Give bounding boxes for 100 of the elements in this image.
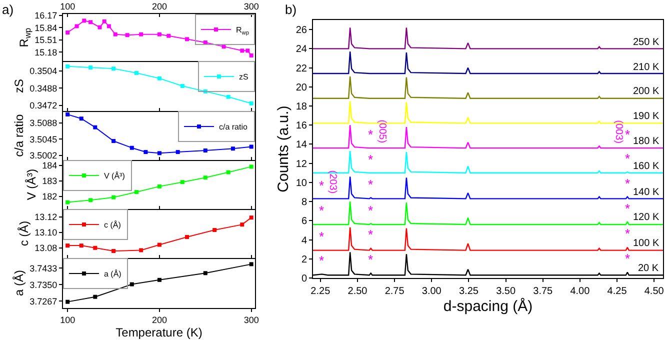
legend-label: zS	[239, 72, 248, 82]
y-axis-title: c/a ratio	[12, 114, 26, 157]
point	[130, 282, 134, 286]
point	[230, 146, 235, 151]
y-tick-label: 13.12	[34, 212, 58, 222]
x-tick-label: 2.75	[384, 286, 405, 297]
point	[79, 116, 84, 121]
x-tick-label: 300	[244, 1, 259, 12]
y-tick-label: 20	[296, 82, 308, 94]
point	[249, 101, 254, 106]
point	[249, 144, 254, 149]
point	[157, 76, 162, 80]
x-tick-label: 300	[244, 314, 259, 325]
annotation: *	[368, 127, 374, 142]
point	[203, 271, 208, 276]
x-tick-label: 100	[60, 314, 76, 325]
point	[88, 198, 93, 202]
annotation: *	[625, 201, 630, 216]
point	[203, 148, 208, 152]
point	[212, 228, 217, 232]
point	[88, 20, 93, 24]
point	[113, 32, 118, 36]
x-tick-label: 4.25	[607, 286, 628, 297]
point	[134, 190, 138, 194]
y-tick-label: 3.5002	[30, 150, 58, 161]
point	[66, 300, 70, 304]
point	[246, 48, 250, 53]
point	[157, 242, 162, 247]
point	[82, 18, 86, 23]
x-tick-label: 2.25	[310, 286, 331, 297]
point	[249, 53, 254, 58]
point	[66, 200, 70, 204]
line-series	[313, 200, 663, 226]
annotation: *	[368, 227, 374, 242]
point	[66, 30, 70, 34]
y-tick-label: 184	[42, 160, 58, 170]
y-tick-label: 2	[301, 254, 308, 266]
y-tick-label: 3.5045	[30, 134, 58, 144]
point	[180, 84, 184, 88]
annotation: *	[625, 176, 630, 191]
y-tick-label: 13.08	[34, 243, 58, 254]
series-label: 120 K	[633, 212, 660, 223]
y-tick-label: 18	[296, 102, 308, 112]
y-tick-label: 3.7350	[30, 280, 58, 290]
point	[66, 244, 70, 248]
point	[157, 151, 162, 156]
x-tick-label: 3.75	[533, 286, 554, 297]
point	[226, 170, 230, 174]
x-axis-title: d-spacing (Å)	[443, 297, 533, 315]
y-tick-label: 22	[296, 63, 308, 74]
point	[226, 94, 230, 99]
point	[93, 125, 98, 130]
annotation: *	[368, 177, 374, 192]
point	[106, 24, 111, 28]
legend-label: R$_{wp}$	[236, 26, 249, 36]
point	[249, 164, 254, 169]
point	[79, 244, 84, 248]
legend-label: c/a ratio	[219, 122, 248, 132]
line-series	[313, 50, 663, 74]
y-tick-label: 14	[296, 140, 308, 151]
annotation: *	[368, 203, 374, 218]
point	[88, 66, 93, 70]
y-axis-title: Counts (a.u.)	[275, 106, 292, 192]
x-tick-label: 100	[60, 1, 76, 12]
point	[93, 246, 98, 250]
point	[185, 37, 190, 42]
y-tick-label: 0	[301, 274, 308, 284]
point	[180, 180, 184, 184]
x-tick-label: 3.00	[422, 286, 442, 297]
point	[240, 222, 244, 227]
point	[166, 34, 171, 38]
y-axis-title: V (Å³)	[24, 168, 38, 200]
annotation: *	[625, 226, 630, 241]
series-label: 210 K	[633, 62, 660, 73]
series-label: 180 K	[633, 136, 660, 147]
x-tick-label: 3.25	[458, 286, 479, 297]
point	[157, 32, 162, 36]
point	[139, 32, 144, 36]
y-tick-label: 16.17	[34, 10, 58, 21]
y-tick-label: 0.3488	[30, 83, 58, 94]
y-tick-label: 0.3504	[30, 66, 58, 76]
x-tick-label: 3.50	[496, 286, 516, 297]
point	[66, 64, 70, 68]
y-axis-title: zS	[12, 78, 26, 94]
legend-label: a (Å)	[104, 270, 122, 279]
point	[112, 249, 116, 253]
annotation: *	[319, 203, 324, 218]
series-label: 250 K	[633, 37, 660, 48]
x-tick-label: 4.00	[570, 286, 590, 297]
annotation: *	[625, 151, 630, 166]
line-series	[313, 27, 663, 50]
y-tick-label: 182	[42, 192, 58, 202]
y-tick-label: 0.3472	[30, 100, 58, 111]
legend-label: V (Å³)	[104, 172, 126, 181]
line-series	[313, 76, 663, 99]
point	[139, 248, 144, 252]
y-tick-label: 3.7267	[30, 296, 58, 306]
y-tick-label: 26	[296, 25, 308, 36]
y-axis-title: c (Å)	[16, 220, 31, 246]
y-tick-label: 15.51	[34, 35, 58, 46]
